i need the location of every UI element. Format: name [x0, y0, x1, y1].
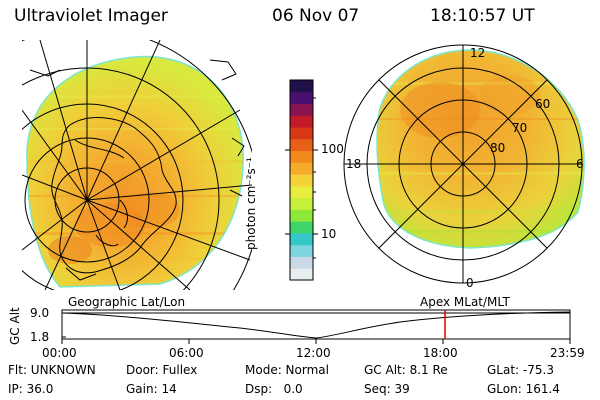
x-tick-label: 23:59: [550, 346, 585, 360]
colorbar-swatch: [290, 138, 313, 152]
colorbar-tick-100: 100: [321, 142, 344, 156]
x-tick-label: 00:00: [42, 346, 77, 360]
gc-alt-axis-label: GC Alt: [8, 307, 22, 345]
x-tick-label: 18:00: [423, 346, 458, 360]
mode-status: Mode: Normal: [245, 363, 329, 377]
colorbar: [289, 79, 314, 281]
x-tick-label: 06:00: [169, 346, 204, 360]
polar-label-80: 80: [490, 141, 506, 155]
colorbar-frame: [289, 79, 314, 281]
colorbar-swatch: [290, 268, 313, 281]
flt-status: Flt: UNKNOWN: [8, 363, 96, 377]
seq-status: Seq: 39: [364, 382, 410, 396]
gc-alt-bottom-value: 1.8: [30, 330, 50, 344]
glon-status: GLon: 161.4: [487, 382, 560, 396]
gc-alt-top-value: 9.0: [30, 306, 50, 320]
geographic-image: [22, 40, 252, 290]
polar-image: [343, 44, 585, 284]
colorbar-swatch: [290, 232, 313, 246]
colorbar-tick-10: 10: [321, 227, 337, 241]
colorbar-swatch: [290, 174, 313, 187]
door-status: Door: Fullex: [126, 363, 198, 377]
ip-status: IP: 36.0: [8, 382, 54, 396]
polar-label-18: 18: [346, 157, 362, 171]
time-label: 18:10:57 UT: [430, 6, 535, 26]
colorbar-swatch: [290, 209, 313, 222]
colorbar-swatch: [290, 221, 313, 234]
gc-alt-status: GC Alt: 8.1 Re: [364, 363, 448, 377]
geographic-lat-lon-label: Geographic Lat/Lon: [68, 295, 186, 309]
polar-label-0: 0: [466, 276, 474, 290]
colorbar-unit-label: photon cm⁻²s⁻¹: [244, 157, 258, 250]
instrument-title: Ultraviolet Imager: [14, 6, 168, 26]
apex-mlat-mlt-label: Apex MLat/MLT: [420, 295, 510, 309]
colorbar-swatch: [290, 244, 313, 257]
colorbar-swatch: [290, 103, 313, 116]
colorbar-swatch: [290, 91, 313, 105]
timeline-plot: [61, 309, 571, 344]
date-label: 06 Nov 07: [272, 6, 360, 26]
colorbar-swatch: [290, 162, 313, 175]
colorbar-swatch: [290, 197, 313, 210]
gain-status: Gain: 14: [126, 382, 177, 396]
colorbar-swatch: [290, 150, 313, 163]
colorbar-swatch: [290, 127, 313, 140]
colorbar-swatch: [290, 80, 313, 93]
polar-label-12: 12: [470, 46, 486, 60]
colorbar-swatch: [290, 185, 313, 199]
x-tick-label: 12:00: [296, 346, 331, 360]
colorbar-ticks: [285, 97, 318, 259]
polar-label-6: 6: [576, 157, 584, 171]
colorbar-swatch: [290, 256, 313, 269]
colorbar-swatch: [290, 115, 313, 128]
polar-label-70: 70: [512, 121, 528, 135]
polar-label-60: 60: [535, 97, 551, 111]
dsp-status: Dsp: 0.0: [245, 382, 303, 396]
glat-status: GLat: -75.3: [487, 363, 554, 377]
